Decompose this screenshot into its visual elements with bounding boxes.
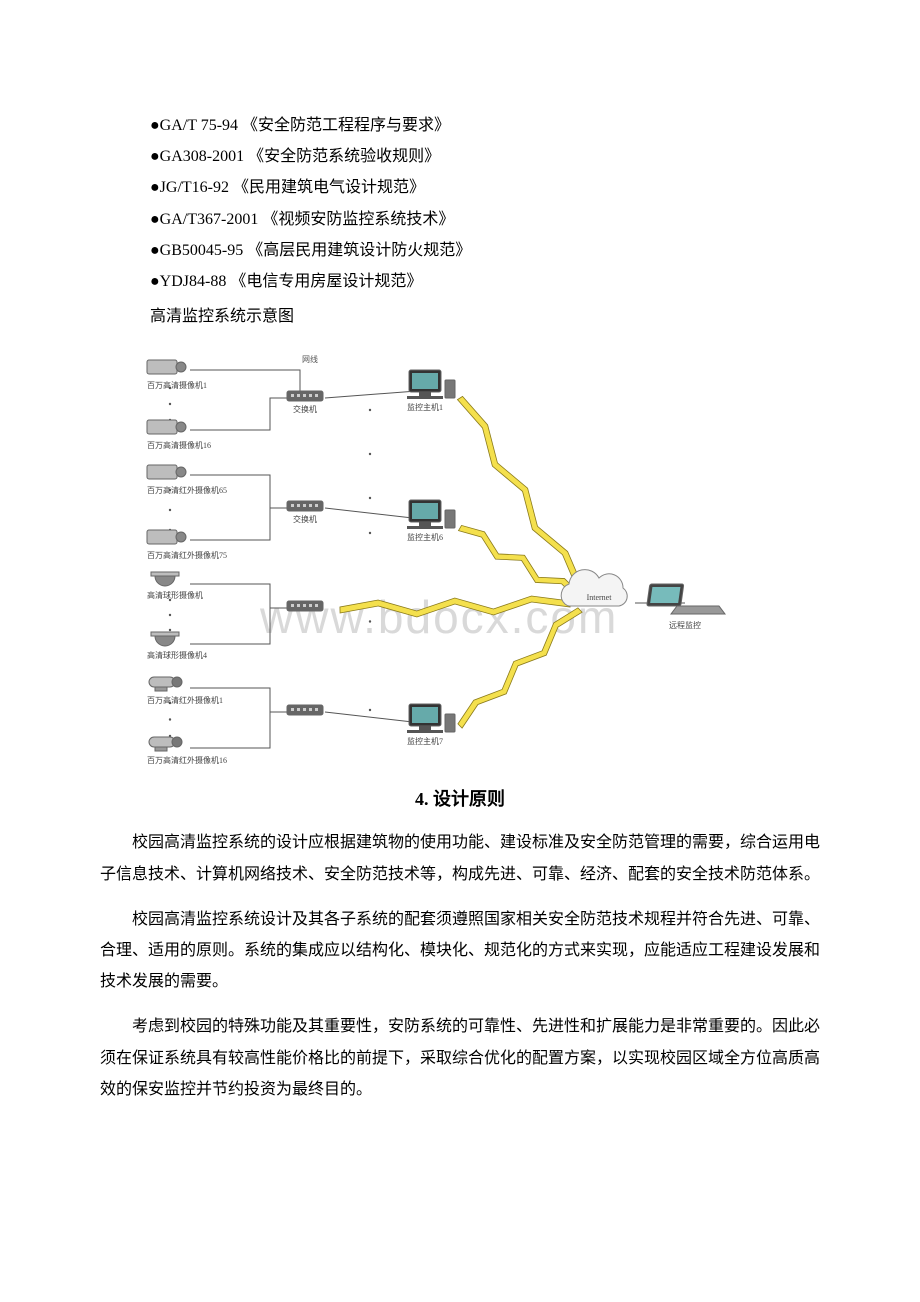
svg-text:百万高清红外摄像机1: 百万高清红外摄像机1 bbox=[147, 695, 223, 705]
svg-text:百万高清摄像机16: 百万高清摄像机16 bbox=[147, 440, 211, 450]
svg-text:百万高清摄像机1: 百万高清摄像机1 bbox=[147, 380, 207, 390]
diagram-intro: 高清监控系统示意图 bbox=[100, 301, 820, 332]
svg-text:网线: 网线 bbox=[302, 354, 318, 364]
standard-text: ●GB50045-95 《高层民用建筑设计防火规范》 bbox=[150, 242, 471, 259]
document-page: ●GA/T 75-94 《安全防范工程程序与要求》 ●GA308-2001 《安… bbox=[0, 0, 920, 1199]
standard-item: ●GA/T367-2001 《视频安防监控系统技术》 bbox=[100, 204, 820, 235]
body-paragraph: 校园高清监控系统设计及其各子系统的配套须遵照国家相关安全防范技术规程并符合先进、… bbox=[100, 904, 820, 998]
standard-item: ●GB50045-95 《高层民用建筑设计防火规范》 bbox=[100, 235, 820, 266]
standard-text: ●GA308-2001 《安全防范系统验收规则》 bbox=[150, 148, 440, 165]
body-paragraph: 校园高清监控系统的设计应根据建筑物的使用功能、建设标准及安全防范管理的需要，综合… bbox=[100, 827, 820, 889]
svg-text:监控主机1: 监控主机1 bbox=[407, 402, 443, 412]
svg-text:高清球形摄像机4: 高清球形摄像机4 bbox=[147, 650, 207, 660]
diagram-svg: 百万高清摄像机1 百万高清摄像机16 百万高清红外摄像机65 百万高清红外摄像机75 高… bbox=[140, 348, 740, 778]
svg-text:Internet: Internet bbox=[587, 593, 613, 602]
standard-text: ●YDJ84-88 《电信专用房屋设计规范》 bbox=[150, 273, 422, 290]
standard-text: ●JG/T16-92 《民用建筑电气设计规范》 bbox=[150, 179, 425, 196]
standard-item: ●GA/T 75-94 《安全防范工程程序与要求》 bbox=[100, 110, 820, 141]
standard-item: ●JG/T16-92 《民用建筑电气设计规范》 bbox=[100, 172, 820, 203]
svg-text:交换机: 交换机 bbox=[293, 514, 317, 524]
standard-item: ●YDJ84-88 《电信专用房屋设计规范》 bbox=[100, 266, 820, 297]
standard-text: ●GA/T367-2001 《视频安防监控系统技术》 bbox=[150, 211, 454, 228]
svg-text:百万高清红外摄像机75: 百万高清红外摄像机75 bbox=[147, 550, 227, 560]
svg-text:远程监控: 远程监控 bbox=[669, 620, 701, 630]
standard-text: ●GA/T 75-94 《安全防范工程程序与要求》 bbox=[150, 117, 450, 134]
svg-text:监控主机6: 监控主机6 bbox=[407, 532, 443, 542]
svg-text:百万高清红外摄像机65: 百万高清红外摄像机65 bbox=[147, 485, 227, 495]
svg-text:监控主机7: 监控主机7 bbox=[407, 736, 443, 746]
svg-text:高清球形摄像机: 高清球形摄像机 bbox=[147, 590, 203, 600]
section-heading: 4. 设计原则 bbox=[100, 782, 820, 817]
svg-text:百万高清红外摄像机16: 百万高清红外摄像机16 bbox=[147, 755, 227, 765]
network-diagram: www.bdocx.com 百万高清摄像机1百万高清摄像机16百万高清红外摄像机… bbox=[140, 348, 740, 778]
body-paragraph: 考虑到校园的特殊功能及其重要性，安防系统的可靠性、先进性和扩展能力是非常重要的。… bbox=[100, 1011, 820, 1105]
svg-text:交换机: 交换机 bbox=[293, 404, 317, 414]
standard-item: ●GA308-2001 《安全防范系统验收规则》 bbox=[100, 141, 820, 172]
